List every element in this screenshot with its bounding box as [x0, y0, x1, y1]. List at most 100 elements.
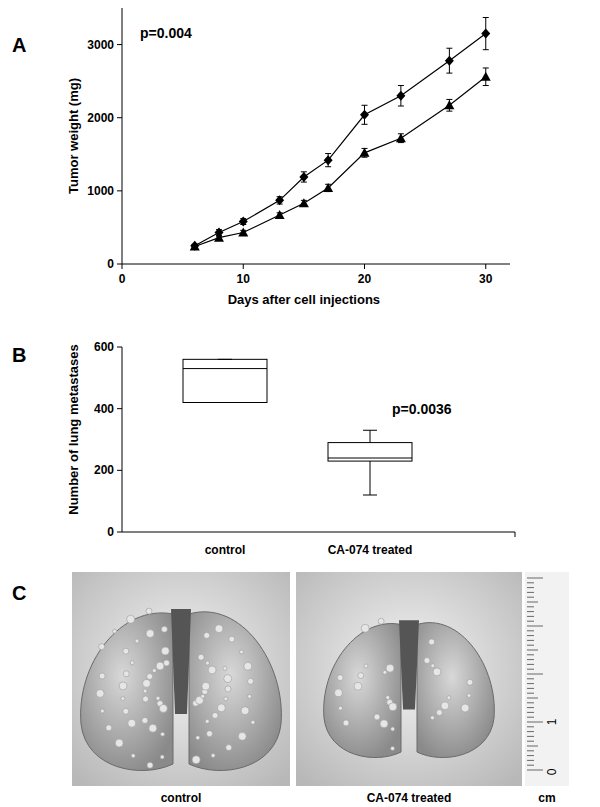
- ruler-tick: [527, 635, 534, 636]
- nodule: [121, 697, 125, 701]
- nodule: [128, 719, 136, 727]
- y-tick: [117, 117, 122, 118]
- photo-background: [72, 572, 290, 786]
- trachea: [171, 609, 191, 714]
- y-axis-label: Number of lung metastases: [66, 344, 81, 515]
- nodule: [208, 666, 216, 674]
- p-value: p=0.0036: [392, 401, 452, 417]
- marker: [396, 91, 405, 101]
- ruler-unit: cm: [538, 791, 555, 805]
- panel-label: A: [12, 34, 26, 56]
- error-cap: [483, 49, 489, 50]
- nodule: [100, 709, 104, 713]
- y-tick-label: 400: [94, 402, 114, 416]
- nodule: [123, 671, 129, 677]
- x-axis-end: [515, 532, 516, 537]
- caption: control: [161, 791, 202, 805]
- lung-lobe: [324, 624, 401, 758]
- panel-b: B0200400600controlCA-074 treatedNumber o…: [12, 340, 515, 557]
- ruler: 10: [525, 572, 569, 786]
- nodule: [358, 673, 364, 679]
- nodule: [244, 662, 252, 670]
- nodule: [198, 654, 204, 660]
- x-axis-label: Days after cell injections: [228, 292, 380, 307]
- nodule: [447, 696, 451, 700]
- y-tick-label: 0: [107, 525, 114, 539]
- nodule: [119, 682, 127, 690]
- photo-background: [296, 572, 522, 786]
- error-cap: [446, 111, 452, 112]
- ruler-tick: [527, 650, 538, 651]
- ruler-tick: [527, 659, 534, 660]
- nodule: [106, 725, 112, 731]
- nodule: [343, 720, 349, 726]
- nodule: [147, 673, 153, 679]
- trachea: [399, 620, 419, 709]
- ruler-label: 1: [545, 718, 559, 725]
- x-axis: [122, 532, 515, 533]
- marker: [324, 155, 333, 165]
- error-cap: [325, 153, 331, 154]
- error-cap: [483, 17, 489, 18]
- ruler-tick: [527, 765, 534, 766]
- error-cap: [325, 166, 331, 167]
- ruler-tick: [527, 669, 534, 670]
- upper-whisker: [370, 430, 371, 442]
- nodule: [146, 608, 152, 614]
- nodule: [143, 679, 151, 687]
- ruler-tick: [527, 712, 534, 713]
- ruler-tick: [527, 616, 534, 617]
- x-tick-label: control: [205, 543, 246, 557]
- ruler-tick: [527, 664, 534, 665]
- nodule: [386, 664, 394, 672]
- marker: [239, 217, 248, 227]
- nodule: [436, 710, 442, 716]
- ruler-tick: [527, 626, 543, 627]
- marker: [275, 195, 284, 205]
- nodule: [224, 697, 228, 701]
- ruler-tick: [527, 592, 534, 593]
- nodule: [115, 739, 123, 747]
- nodule: [248, 678, 254, 684]
- y-tick: [117, 470, 122, 471]
- ruler-tick: [527, 707, 534, 708]
- median: [183, 368, 267, 369]
- nodule: [143, 689, 147, 693]
- y-axis-label: Tumor weight (mg): [66, 78, 81, 194]
- nodule: [130, 661, 134, 665]
- ruler-tick: [527, 587, 534, 588]
- nodule: [238, 732, 246, 740]
- nodule: [142, 717, 148, 723]
- nodule: [229, 636, 235, 642]
- nodule: [391, 727, 395, 731]
- y-tick-label: 1000: [87, 184, 114, 198]
- lung-photo: [72, 572, 290, 786]
- ruler-tick: [527, 698, 538, 699]
- error-cap: [446, 73, 452, 74]
- ruler-tick: [527, 654, 534, 655]
- y-axis: [122, 347, 123, 532]
- marker: [214, 233, 224, 242]
- nodule: [374, 714, 380, 720]
- lung-lobe: [189, 612, 281, 771]
- box: [328, 443, 412, 462]
- nodule: [433, 668, 441, 676]
- y-tick-label: 2000: [87, 111, 114, 125]
- y-tick: [117, 347, 122, 348]
- nodule: [161, 647, 169, 655]
- ruler-tick: [527, 717, 534, 718]
- nodule: [205, 719, 209, 723]
- marker: [299, 198, 309, 207]
- ruler-tick: [527, 693, 534, 694]
- nodule: [241, 707, 249, 715]
- y-tick: [117, 532, 122, 533]
- marker: [275, 210, 285, 219]
- ruler-tick: [527, 640, 534, 641]
- error-cap: [483, 85, 489, 86]
- ruler-tick: [527, 578, 543, 579]
- nodule: [205, 661, 209, 665]
- nodule: [207, 731, 213, 737]
- panel-label: B: [12, 344, 26, 366]
- nodule: [127, 615, 135, 623]
- nodule: [361, 624, 369, 632]
